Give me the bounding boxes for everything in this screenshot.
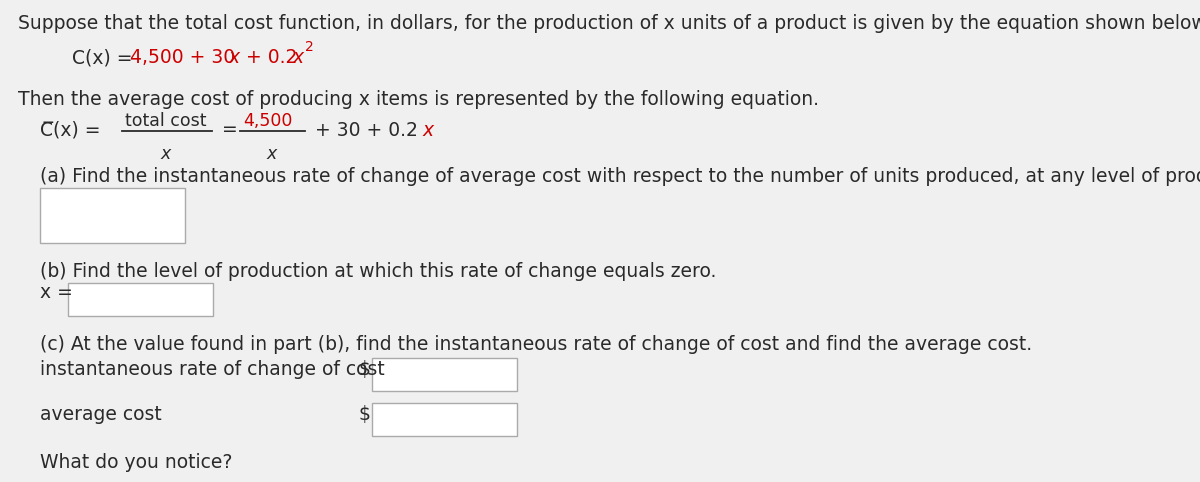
Text: x =: x =: [40, 283, 79, 302]
Text: + 30 + 0.2: + 30 + 0.2: [314, 120, 418, 139]
Text: 4,500 + 30: 4,500 + 30: [130, 48, 235, 67]
Text: C̅(x) =: C̅(x) =: [40, 120, 107, 139]
Text: (a) Find the instantaneous rate of change of average cost with respect to the nu: (a) Find the instantaneous rate of chang…: [40, 167, 1200, 186]
Text: $: $: [358, 405, 370, 424]
Bar: [68, 283, 214, 316]
Text: x: x: [292, 48, 304, 67]
Text: Suppose that the total cost function, in dollars, for the production of x units : Suppose that the total cost function, in…: [18, 14, 1200, 33]
Bar: [40, 188, 185, 243]
Text: x: x: [228, 48, 239, 67]
Text: (b) Find the level of production at which this rate of change equals zero.: (b) Find the level of production at whic…: [40, 262, 716, 281]
Text: x: x: [160, 145, 170, 163]
Text: + 0.2: + 0.2: [240, 48, 298, 67]
Bar: [372, 403, 517, 436]
Text: 2: 2: [305, 40, 313, 54]
Text: Then the average cost of producing x items is represented by the following equat: Then the average cost of producing x ite…: [18, 90, 818, 109]
Text: instantaneous rate of change of cost: instantaneous rate of change of cost: [40, 360, 385, 379]
Text: C(x) =: C(x) =: [72, 48, 138, 67]
Text: total cost: total cost: [125, 112, 206, 130]
Text: x: x: [422, 120, 433, 139]
Text: average cost: average cost: [40, 405, 162, 424]
Text: What do you notice?: What do you notice?: [40, 453, 233, 472]
Text: =: =: [222, 120, 238, 139]
Bar: [372, 358, 517, 391]
Text: x: x: [266, 145, 276, 163]
Text: $: $: [358, 360, 370, 379]
Text: (c) At the value found in part (b), find the instantaneous rate of change of cos: (c) At the value found in part (b), find…: [40, 335, 1032, 354]
Text: 4,500: 4,500: [242, 112, 293, 130]
